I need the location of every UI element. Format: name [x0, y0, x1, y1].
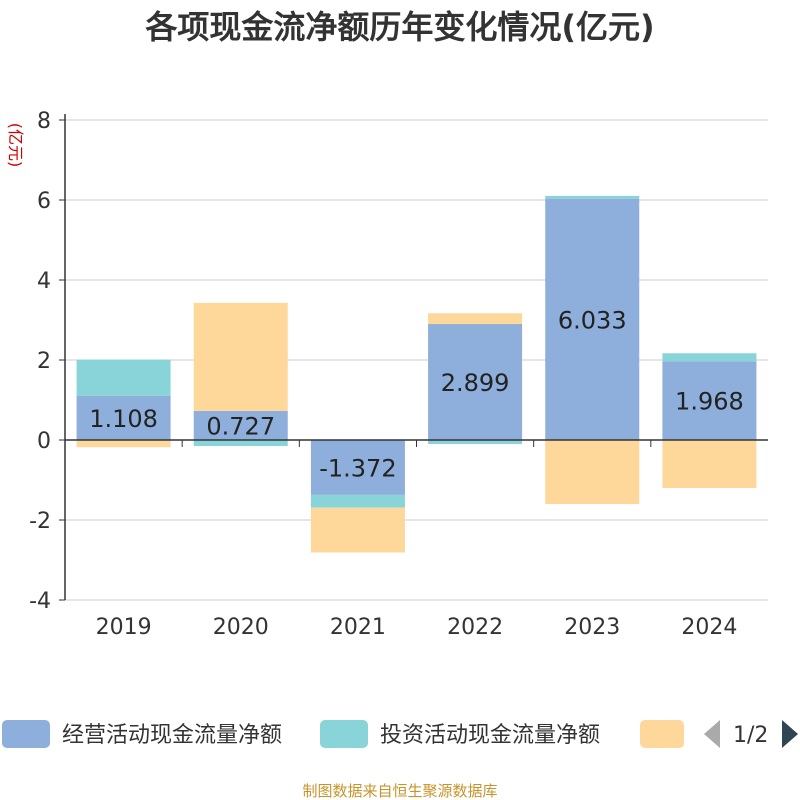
y-tick-label: -4 — [29, 589, 51, 614]
legend-label-operating[interactable]: 经营活动现金流量净额 — [62, 723, 282, 748]
bar-value-label: 6.033 — [558, 306, 627, 334]
x-tick-label: 2024 — [681, 615, 737, 640]
bar-series2-2021[interactable] — [310, 507, 405, 553]
bar-series2-2023[interactable] — [545, 440, 640, 504]
x-tick-label: 2019 — [96, 615, 152, 640]
x-tick-label: 2021 — [330, 615, 386, 640]
y-tick-label: 2 — [37, 349, 51, 374]
bar-value-label: 0.727 — [206, 412, 275, 440]
bar-series0-2023[interactable] — [545, 198, 640, 440]
bars — [76, 195, 757, 553]
bar-value-label: 1.108 — [89, 405, 158, 433]
bar-series1-2023[interactable] — [545, 195, 640, 199]
y-tick-label: 8 — [37, 109, 51, 134]
bar-series0-2024[interactable] — [662, 361, 757, 440]
legend-next-page-icon[interactable] — [782, 720, 798, 748]
legend-swatch-operating[interactable] — [2, 720, 50, 748]
bar-value-label: 1.968 — [675, 388, 744, 416]
bar-series1-2021[interactable] — [310, 494, 405, 508]
tick-labels: -4 -2 0 2 4 6 8 2019 2020 2021 2022 2023 2024 — [29, 109, 737, 640]
y-axis-label: (亿元) — [6, 123, 25, 168]
chart-title: 各项现金流净额历年变化情况(亿元) — [145, 8, 654, 46]
legend-page-indicator: 1/2 — [733, 723, 768, 748]
bar-series0-2022[interactable] — [428, 324, 523, 440]
bar-series1-2020[interactable] — [193, 440, 288, 446]
legend-swatch-financing[interactable] — [640, 720, 684, 748]
legend-swatch-investing[interactable] — [320, 720, 368, 748]
bar-series1-2019[interactable] — [76, 359, 171, 396]
y-tick-label: -2 — [29, 509, 51, 534]
y-tick-label: 6 — [37, 189, 51, 214]
source-note: 制图数据来自恒生聚源数据库 — [302, 782, 497, 800]
bar-series1-2022[interactable] — [428, 440, 523, 444]
y-tick-label: 4 — [37, 269, 51, 294]
bar-series0-2020[interactable] — [193, 410, 288, 440]
bar-value-label: 2.899 — [441, 369, 510, 397]
y-tick-label: 0 — [37, 429, 51, 454]
bar-labels: 1.108 0.727 -1.372 2.899 6.033 1.968 — [89, 306, 744, 482]
bar-series2-2022[interactable] — [428, 313, 523, 325]
legend-prev-page-icon[interactable] — [704, 720, 720, 748]
legend: 经营活动现金流量净额 投资活动现金流量净额 1/2 — [2, 720, 798, 748]
bar-series0-2019[interactable] — [76, 395, 171, 440]
bar-series2-2019[interactable] — [76, 440, 171, 448]
x-tick-label: 2020 — [213, 615, 269, 640]
bar-series2-2020[interactable] — [193, 302, 288, 411]
bar-series2-2024[interactable] — [662, 440, 757, 488]
x-tick-label: 2022 — [447, 615, 503, 640]
legend-label-investing[interactable]: 投资活动现金流量净额 — [380, 723, 600, 748]
bar-series1-2024[interactable] — [662, 353, 757, 362]
x-tick-label: 2023 — [564, 615, 620, 640]
bar-value-label: -1.372 — [319, 454, 396, 482]
bar-series0-2021[interactable] — [310, 440, 405, 495]
